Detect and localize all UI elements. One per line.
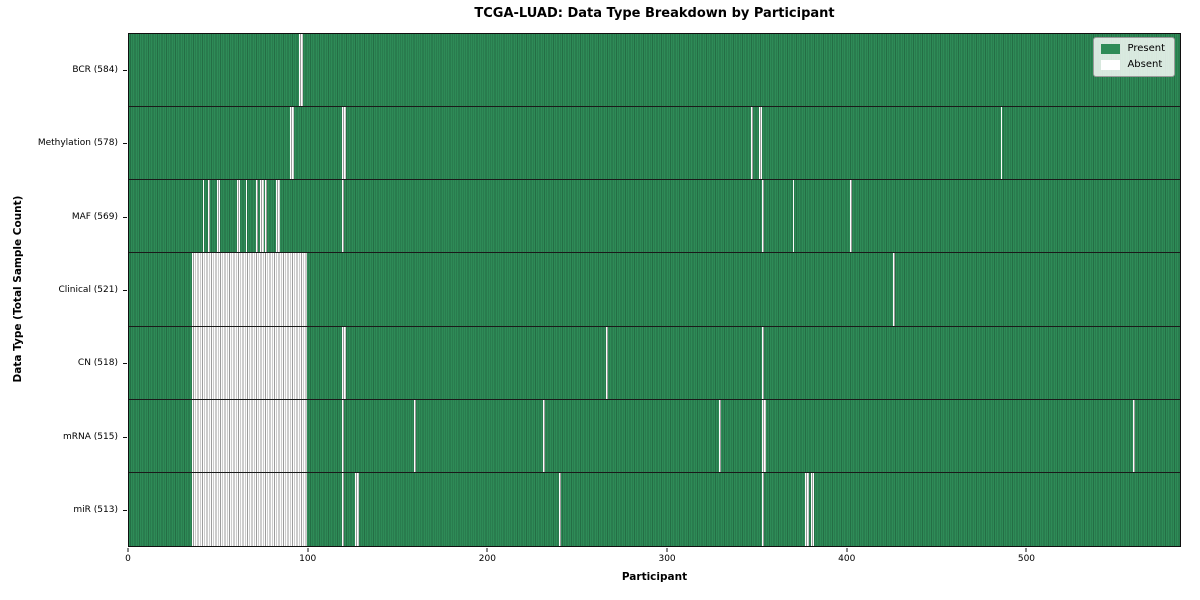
absent-stripe	[893, 253, 895, 326]
absent-stripe	[216, 180, 221, 253]
x-tick-mark	[127, 548, 129, 552]
y-tick-mark	[123, 510, 127, 512]
absent-stripe	[354, 472, 359, 546]
absent-stripe	[762, 326, 764, 399]
legend-entry-present: Present	[1101, 44, 1165, 54]
x-tick-label: 100	[299, 554, 317, 564]
heatmap-row	[129, 180, 1180, 254]
absent-stripe	[751, 107, 754, 180]
absent-stripe	[805, 472, 809, 546]
absent-stripe	[191, 253, 307, 326]
absent-stripe	[342, 180, 345, 253]
heatmap-plot: Present Absent	[128, 33, 1181, 547]
absent-stripe	[1133, 399, 1136, 472]
absent-stripe	[256, 180, 259, 253]
legend-entry-absent: Absent	[1101, 60, 1165, 70]
y-tick-label: Methylation (578)	[37, 138, 118, 149]
x-tick-mark	[846, 548, 848, 552]
heatmap-row	[129, 399, 1180, 473]
x-tick-mark	[666, 548, 668, 552]
absent-stripe	[207, 180, 210, 253]
x-tick-label: 200	[478, 554, 496, 564]
chart-title: TCGA-LUAD: Data Type Breakdown by Partic…	[474, 6, 835, 21]
absent-stripe	[342, 326, 346, 399]
absent-stripe	[762, 399, 766, 472]
legend-present-label: Present	[1127, 43, 1165, 54]
x-tick-mark	[486, 548, 488, 552]
x-tick-mark	[307, 548, 309, 552]
y-tick-label: MAF (569)	[71, 211, 118, 222]
x-axis: 0 100 200 300 400 500	[125, 547, 1181, 573]
y-tick-mark	[123, 69, 127, 71]
x-tick-label: 300	[658, 554, 676, 564]
absent-stripe	[342, 472, 345, 546]
absent-stripe	[276, 180, 280, 253]
y-axis: BCR (584) Methylation (578) MAF (569) Clini…	[0, 33, 128, 547]
x-tick-label: 500	[1017, 554, 1036, 564]
absent-stripe	[762, 180, 764, 253]
legend-absent-swatch	[1101, 60, 1121, 70]
heatmap-row	[129, 253, 1180, 327]
absent-stripe	[1000, 107, 1003, 180]
absent-stripe	[559, 472, 562, 546]
absent-stripe	[191, 399, 307, 472]
absent-stripe	[342, 399, 345, 472]
y-tick-label: CN (518)	[77, 358, 118, 369]
heatmap-row	[129, 34, 1180, 108]
heatmap-row	[129, 472, 1180, 546]
absent-stripe	[265, 180, 268, 253]
absent-stripe	[299, 34, 303, 107]
y-tick-mark	[123, 436, 127, 438]
x-tick-label: 0	[125, 554, 131, 564]
y-tick-mark	[123, 363, 127, 365]
absent-stripe	[543, 399, 546, 472]
heatmap-row	[129, 107, 1180, 181]
x-tick-label: 400	[838, 554, 856, 564]
absent-stripe	[758, 107, 763, 180]
absent-stripe	[762, 472, 764, 546]
absent-stripe	[245, 180, 248, 253]
absent-stripe	[259, 180, 264, 253]
heatmap-row	[129, 326, 1180, 400]
y-tick-mark	[123, 216, 127, 218]
y-tick-label: mRNA (515)	[63, 431, 118, 442]
absent-stripe	[606, 326, 608, 399]
legend-present-swatch	[1101, 44, 1121, 54]
y-tick-mark	[123, 143, 127, 145]
legend-absent-label: Absent	[1127, 59, 1163, 70]
y-tick-mark	[123, 290, 127, 291]
absent-stripe	[414, 399, 416, 472]
absent-stripe	[236, 180, 241, 253]
absent-stripe	[792, 180, 795, 253]
absent-stripe	[290, 107, 294, 180]
y-tick-label: BCR (584)	[72, 64, 118, 75]
absent-stripe	[719, 399, 721, 472]
absent-stripe	[191, 472, 307, 546]
absent-stripe	[191, 326, 307, 399]
y-tick-label: Clinical (521)	[58, 285, 118, 295]
absent-stripe	[202, 180, 205, 253]
absent-stripe	[849, 180, 852, 253]
x-axis-label: Participant	[621, 571, 688, 583]
x-tick-mark	[1025, 548, 1027, 552]
legend: Present Absent	[1093, 37, 1175, 77]
absent-stripe	[810, 472, 815, 546]
absent-stripe	[342, 107, 346, 180]
y-tick-label: miR (513)	[73, 505, 118, 516]
